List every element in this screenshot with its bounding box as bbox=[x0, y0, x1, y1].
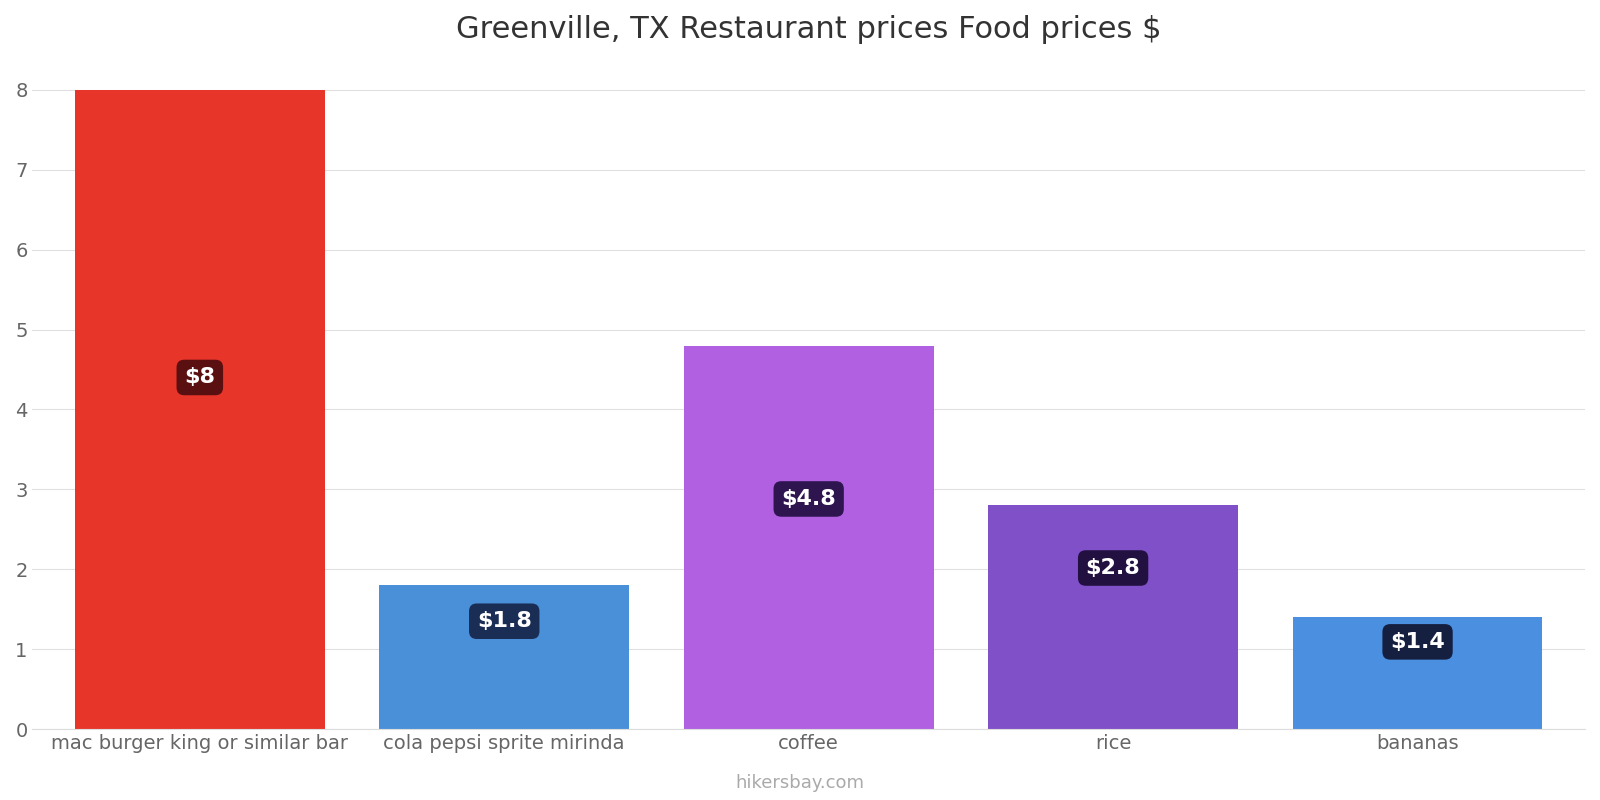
Bar bbox=[683, 346, 933, 729]
Text: $1.4: $1.4 bbox=[1390, 632, 1445, 652]
Text: hikersbay.com: hikersbay.com bbox=[736, 774, 864, 792]
Bar bbox=[379, 586, 629, 729]
Text: $1.8: $1.8 bbox=[477, 611, 531, 631]
Bar bbox=[989, 506, 1238, 729]
Text: $8: $8 bbox=[184, 367, 216, 387]
Bar bbox=[1293, 618, 1542, 729]
Title: Greenville, TX Restaurant prices Food prices $: Greenville, TX Restaurant prices Food pr… bbox=[456, 15, 1162, 44]
Bar bbox=[75, 90, 325, 729]
Text: $2.8: $2.8 bbox=[1086, 558, 1141, 578]
Text: $4.8: $4.8 bbox=[781, 489, 837, 509]
